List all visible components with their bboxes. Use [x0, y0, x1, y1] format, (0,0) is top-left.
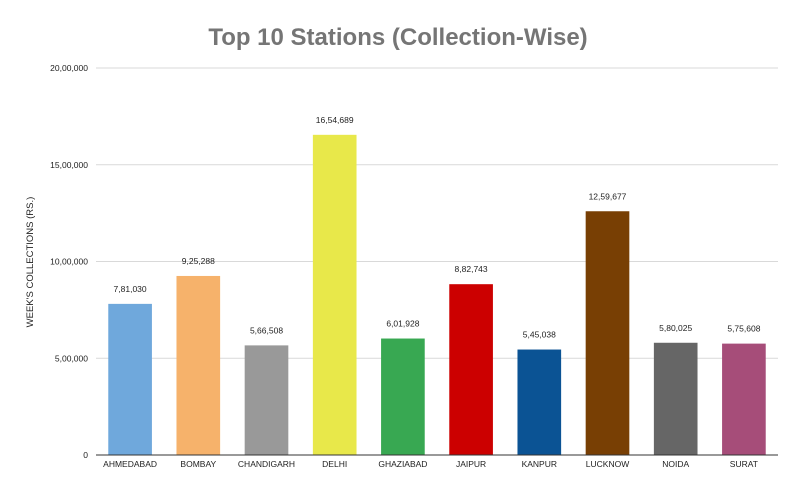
data-label: 5,45,038 — [523, 330, 556, 340]
x-tick-label: DELHI — [322, 459, 347, 469]
bar-ahmedabad — [108, 303, 152, 455]
x-tick-label: BOMBAY — [180, 459, 216, 469]
bar-delhi — [312, 134, 357, 455]
bar-surat — [722, 343, 766, 455]
y-tick-label: 10,00,000 — [50, 257, 88, 267]
x-tick-label: NOIDA — [662, 459, 689, 469]
x-tick-label: LUCKNOW — [586, 459, 629, 469]
x-tick-label: CHANDIGARH — [238, 459, 295, 469]
data-label: 9,25,288 — [182, 256, 215, 266]
bar-noida — [653, 342, 698, 455]
bar-ghaziabad — [381, 338, 425, 455]
data-label: 7,81,030 — [114, 284, 147, 294]
bar-lucknow — [585, 211, 630, 455]
bar-bombay — [176, 275, 221, 455]
y-axis-ticks: 0 5,00,000 10,00,000 15,00,000 20,00,000 — [50, 63, 88, 460]
y-axis-label: WEEK'S COLLECTIONS (RS.) — [25, 197, 36, 328]
y-tick-label: 5,00,000 — [55, 353, 88, 363]
x-tick-label: JAIPUR — [456, 459, 486, 469]
data-label: 5,75,608 — [727, 324, 760, 334]
bars — [108, 134, 766, 455]
x-tick-label: KANPUR — [522, 459, 557, 469]
data-label: 6,01,928 — [386, 319, 419, 329]
data-labels: 7,81,030 9,25,288 5,66,508 16,54,689 6,01,92… — [114, 115, 761, 340]
bar-kanpur — [517, 349, 562, 455]
x-tick-label: GHAZIABAD — [378, 459, 427, 469]
y-tick-label: 20,00,000 — [50, 63, 88, 73]
y-tick-label: 0 — [83, 450, 88, 460]
data-label: 5,66,508 — [250, 325, 283, 335]
bar-chandigarh — [244, 345, 289, 455]
x-axis-ticks: AHMEDABAD BOMBAY CHANDIGARH DELHI GHAZIABAD J… — [103, 459, 758, 469]
y-tick-label: 15,00,000 — [50, 160, 88, 170]
data-label: 5,80,025 — [659, 323, 692, 333]
x-tick-label: SURAT — [730, 459, 758, 469]
chart-title: Top 10 Stations (Collection-Wise) — [208, 24, 587, 51]
data-label: 12,59,677 — [589, 191, 627, 201]
data-label: 8,82,743 — [455, 264, 488, 274]
bar-jaipur — [449, 284, 493, 455]
data-label: 16,54,689 — [316, 115, 354, 125]
x-tick-label: AHMEDABAD — [103, 459, 157, 469]
